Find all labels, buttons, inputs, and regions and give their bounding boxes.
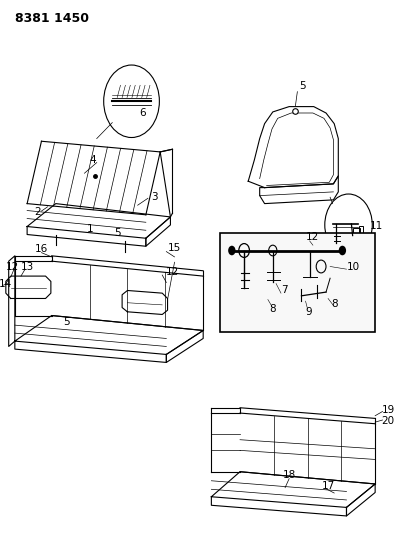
Text: 8: 8 xyxy=(269,304,276,314)
Circle shape xyxy=(228,246,236,255)
Circle shape xyxy=(339,246,346,255)
Text: 16: 16 xyxy=(35,245,48,254)
Bar xyxy=(353,228,360,237)
Bar xyxy=(359,226,363,239)
Text: 6: 6 xyxy=(139,108,146,118)
Text: 13: 13 xyxy=(21,262,34,271)
Text: 12: 12 xyxy=(306,232,320,242)
Text: 9: 9 xyxy=(306,307,312,317)
Text: 5: 5 xyxy=(114,229,121,238)
Text: 2: 2 xyxy=(34,207,41,217)
Text: 11: 11 xyxy=(370,221,383,231)
Text: 8: 8 xyxy=(331,299,337,309)
Text: 4: 4 xyxy=(89,155,96,165)
Text: 12: 12 xyxy=(166,267,179,277)
Text: 18: 18 xyxy=(283,471,296,480)
Text: 20: 20 xyxy=(382,416,395,426)
Text: 15: 15 xyxy=(168,243,181,253)
Text: 14: 14 xyxy=(0,279,12,288)
Text: 17: 17 xyxy=(321,481,335,491)
Bar xyxy=(220,233,375,332)
Text: 7: 7 xyxy=(281,286,288,295)
Text: 12: 12 xyxy=(6,262,19,271)
Text: 5: 5 xyxy=(63,318,69,327)
Text: 3: 3 xyxy=(151,192,157,202)
Text: 5: 5 xyxy=(300,82,306,91)
Text: 10: 10 xyxy=(347,262,360,271)
Text: 1: 1 xyxy=(87,224,94,234)
Text: 8381 1450: 8381 1450 xyxy=(15,12,89,25)
Text: 19: 19 xyxy=(382,406,395,415)
